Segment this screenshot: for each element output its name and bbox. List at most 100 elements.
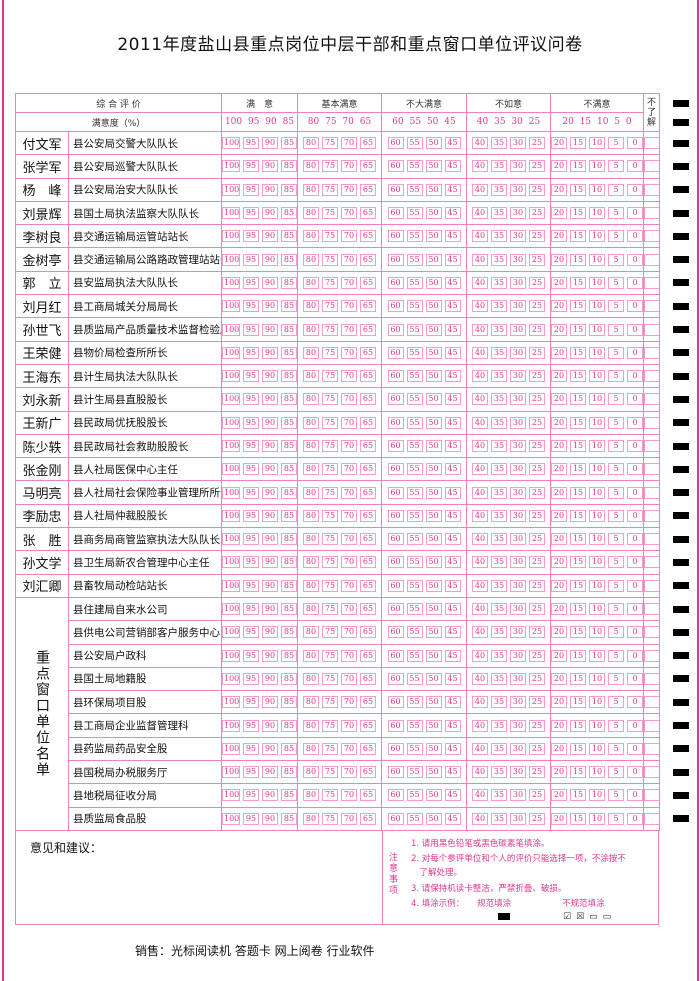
unknown-bubble[interactable] xyxy=(644,463,659,476)
score-bubble-70[interactable]: 70 xyxy=(341,230,357,243)
score-bubble-0[interactable]: 0 xyxy=(627,556,643,569)
score-bubble-40[interactable]: 40 xyxy=(472,649,488,662)
score-bubble-75[interactable]: 75 xyxy=(322,230,338,243)
score-bubble-30[interactable]: 30 xyxy=(510,440,526,452)
score-bubble-20[interactable]: 20 xyxy=(551,742,567,755)
score-bubble-75[interactable]: 75 xyxy=(322,370,338,383)
score-bubble-100[interactable]: 100 xyxy=(222,393,240,406)
score-bubble-45[interactable]: 45 xyxy=(444,160,461,173)
score-bubble-45[interactable]: 45 xyxy=(444,230,461,243)
score-bubble-15[interactable]: 15 xyxy=(570,160,586,173)
score-bubble-90[interactable]: 90 xyxy=(262,533,278,546)
score-bubble-55[interactable]: 55 xyxy=(406,579,423,592)
score-bubble-40[interactable]: 40 xyxy=(472,160,488,173)
score-bubble-90[interactable]: 90 xyxy=(262,183,278,196)
score-bubble-50[interactable]: 50 xyxy=(425,556,442,569)
score-bubble-45[interactable]: 45 xyxy=(444,486,461,499)
score-bubble-80[interactable]: 80 xyxy=(303,766,319,779)
score-bubble-60[interactable]: 60 xyxy=(387,323,404,336)
score-bubble-45[interactable]: 45 xyxy=(444,812,461,825)
score-bubble-55[interactable]: 55 xyxy=(406,183,423,196)
score-bubble-0[interactable]: 0 xyxy=(627,603,643,616)
score-bubble-20[interactable]: 20 xyxy=(551,346,567,359)
score-bubble-15[interactable]: 15 xyxy=(570,253,586,266)
score-bubble-100[interactable]: 100 xyxy=(222,672,240,685)
score-bubble-70[interactable]: 70 xyxy=(341,649,357,662)
score-bubble-95[interactable]: 95 xyxy=(243,416,259,429)
score-bubble-80[interactable]: 80 xyxy=(303,183,319,196)
score-bubble-25[interactable]: 25 xyxy=(529,440,545,452)
score-bubble-75[interactable]: 75 xyxy=(322,183,338,196)
score-bubble-85[interactable]: 85 xyxy=(281,696,297,709)
score-bubble-95[interactable]: 95 xyxy=(243,370,259,383)
score-bubble-55[interactable]: 55 xyxy=(406,626,423,639)
score-bubble-90[interactable]: 90 xyxy=(262,696,278,709)
unknown-bubble[interactable] xyxy=(644,276,659,289)
score-bubble-35[interactable]: 35 xyxy=(491,463,507,476)
score-bubble-5[interactable]: 5 xyxy=(608,812,624,825)
score-bubble-55[interactable]: 55 xyxy=(406,486,423,499)
score-bubble-95[interactable]: 95 xyxy=(243,719,259,732)
score-bubble-35[interactable]: 35 xyxy=(491,579,507,592)
score-bubble-50[interactable]: 50 xyxy=(425,207,442,220)
score-bubble-55[interactable]: 55 xyxy=(406,603,423,616)
score-bubble-10[interactable]: 10 xyxy=(589,603,605,616)
score-bubble-0[interactable]: 0 xyxy=(627,346,643,359)
unknown-bubble[interactable] xyxy=(644,556,659,569)
score-bubble-80[interactable]: 80 xyxy=(303,719,319,732)
score-bubble-85[interactable]: 85 xyxy=(281,812,297,825)
score-bubble-95[interactable]: 95 xyxy=(243,183,259,196)
score-bubble-35[interactable]: 35 xyxy=(491,346,507,359)
score-bubble-30[interactable]: 30 xyxy=(510,579,526,592)
score-bubble-65[interactable]: 65 xyxy=(360,253,376,266)
score-bubble-10[interactable]: 10 xyxy=(589,300,605,313)
score-bubble-15[interactable]: 15 xyxy=(570,789,586,802)
score-bubble-20[interactable]: 20 xyxy=(551,719,567,732)
score-bubble-85[interactable]: 85 xyxy=(281,253,297,266)
score-bubble-95[interactable]: 95 xyxy=(243,463,259,476)
score-bubble-10[interactable]: 10 xyxy=(589,370,605,383)
score-bubble-80[interactable]: 80 xyxy=(303,789,319,802)
score-bubble-80[interactable]: 80 xyxy=(303,230,319,243)
score-bubble-100[interactable]: 100 xyxy=(222,463,240,476)
score-bubble-15[interactable]: 15 xyxy=(570,323,586,336)
score-bubble-35[interactable]: 35 xyxy=(491,603,507,616)
score-bubble-10[interactable]: 10 xyxy=(589,672,605,685)
score-bubble-85[interactable]: 85 xyxy=(281,789,297,802)
score-bubble-10[interactable]: 10 xyxy=(589,463,605,476)
score-bubble-25[interactable]: 25 xyxy=(529,672,545,685)
score-bubble-10[interactable]: 10 xyxy=(589,276,605,289)
score-bubble-10[interactable]: 10 xyxy=(589,323,605,336)
score-bubble-85[interactable]: 85 xyxy=(281,346,297,359)
score-bubble-65[interactable]: 65 xyxy=(360,300,376,313)
score-bubble-40[interactable]: 40 xyxy=(472,463,488,476)
score-bubble-40[interactable]: 40 xyxy=(472,370,488,383)
score-bubble-85[interactable]: 85 xyxy=(281,486,297,499)
unknown-bubble[interactable] xyxy=(644,812,659,825)
score-bubble-70[interactable]: 70 xyxy=(341,672,357,685)
score-bubble-25[interactable]: 25 xyxy=(529,230,545,243)
score-bubble-0[interactable]: 0 xyxy=(627,626,643,639)
score-bubble-30[interactable]: 30 xyxy=(510,626,526,639)
score-bubble-45[interactable]: 45 xyxy=(444,789,461,802)
score-bubble-55[interactable]: 55 xyxy=(406,416,423,429)
score-bubble-55[interactable]: 55 xyxy=(406,207,423,220)
score-bubble-100[interactable]: 100 xyxy=(222,696,240,709)
score-bubble-40[interactable]: 40 xyxy=(472,253,488,266)
score-bubble-35[interactable]: 35 xyxy=(491,207,507,220)
score-bubble-50[interactable]: 50 xyxy=(425,276,442,289)
unknown-bubble[interactable] xyxy=(644,416,659,429)
score-bubble-70[interactable]: 70 xyxy=(341,603,357,616)
score-bubble-80[interactable]: 80 xyxy=(303,207,319,220)
score-bubble-25[interactable]: 25 xyxy=(529,603,545,616)
score-bubble-55[interactable]: 55 xyxy=(406,742,423,755)
score-bubble-60[interactable]: 60 xyxy=(387,649,404,662)
score-bubble-80[interactable]: 80 xyxy=(303,440,319,452)
score-bubble-95[interactable]: 95 xyxy=(243,626,259,639)
score-bubble-25[interactable]: 25 xyxy=(529,719,545,732)
score-bubble-15[interactable]: 15 xyxy=(570,393,586,406)
score-bubble-75[interactable]: 75 xyxy=(322,742,338,755)
score-bubble-75[interactable]: 75 xyxy=(322,463,338,476)
score-bubble-20[interactable]: 20 xyxy=(551,440,567,452)
score-bubble-40[interactable]: 40 xyxy=(472,509,488,522)
